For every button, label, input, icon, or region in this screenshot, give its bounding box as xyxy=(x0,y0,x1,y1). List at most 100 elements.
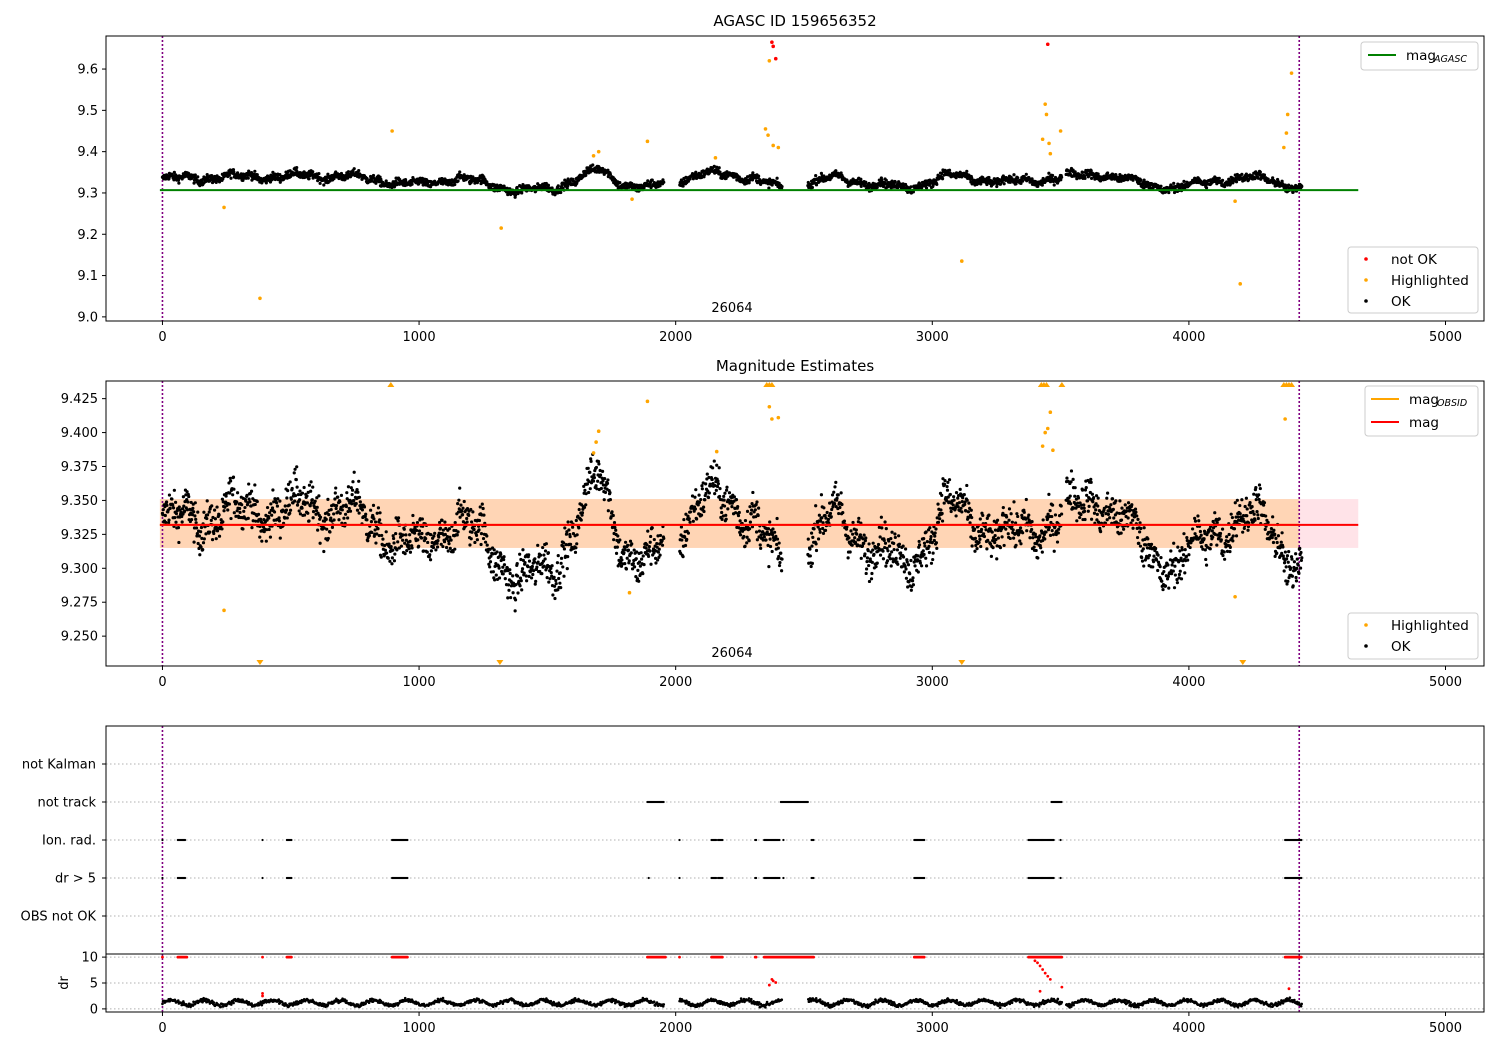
ok-point xyxy=(551,593,555,597)
ok-point xyxy=(442,540,447,544)
ok-point xyxy=(577,526,581,530)
ok-point xyxy=(566,520,570,524)
ok-point xyxy=(529,576,534,580)
ok-point xyxy=(839,491,843,495)
ok-point xyxy=(1050,529,1054,533)
ok-point xyxy=(516,591,520,595)
ok-point xyxy=(1124,509,1129,513)
ok-point xyxy=(559,586,563,590)
ok-point xyxy=(533,582,537,586)
ok-point xyxy=(465,516,469,521)
ok-point xyxy=(859,184,863,189)
ok-point xyxy=(714,488,718,492)
ok-point xyxy=(694,170,698,174)
ok-point xyxy=(1082,503,1086,507)
ok-point xyxy=(354,502,358,506)
ok-point xyxy=(853,536,857,540)
ok-point xyxy=(851,532,855,536)
ok-point xyxy=(648,540,652,544)
ok-point xyxy=(332,518,336,522)
ok-point xyxy=(198,553,202,557)
ok-point xyxy=(1080,488,1085,492)
highlighted-point xyxy=(771,143,775,148)
ok-point xyxy=(453,547,457,551)
ok-point xyxy=(375,511,379,515)
ok-point xyxy=(324,517,328,521)
legend-mag-agasc-subscript: AGASC xyxy=(1433,54,1467,65)
ok-point xyxy=(936,520,941,524)
ok-point xyxy=(365,518,369,522)
ok-point xyxy=(432,534,436,538)
ok-point xyxy=(586,466,590,470)
ok-point xyxy=(340,508,344,512)
ok-point xyxy=(694,488,698,492)
ok-point xyxy=(396,519,400,523)
ok-point xyxy=(559,561,563,565)
ok-point xyxy=(1089,480,1093,484)
ok-point xyxy=(1087,504,1091,508)
ok-point xyxy=(207,510,211,514)
ok-point xyxy=(816,537,821,541)
ok-point xyxy=(568,542,573,546)
ok-point xyxy=(715,165,719,169)
ok-point xyxy=(408,550,413,554)
ok-point xyxy=(592,473,596,477)
ok-point xyxy=(364,512,368,516)
ok-point xyxy=(1234,180,1239,184)
ok-point xyxy=(1047,492,1051,496)
ok-point xyxy=(925,540,929,544)
ok-point xyxy=(810,185,814,190)
ok-point xyxy=(305,494,309,498)
ok-point xyxy=(820,516,824,520)
ok-point xyxy=(909,588,913,592)
panel2-plot-area xyxy=(159,381,1359,666)
ok-point xyxy=(401,533,405,537)
ok-point xyxy=(862,533,866,537)
ok-point xyxy=(681,555,685,559)
ok-point xyxy=(603,476,607,481)
ok-point xyxy=(809,564,813,569)
ok-point xyxy=(889,536,893,541)
ok-point xyxy=(658,553,662,557)
legend-ok-marker xyxy=(1364,299,1368,303)
magnitude-estimates-panel: Magnitude Estimates 9.2509.2759.3009.325… xyxy=(61,357,1485,690)
highlighted-point xyxy=(959,259,964,263)
ok-point xyxy=(995,518,1000,522)
ok-point xyxy=(920,564,924,568)
ok-point xyxy=(1089,176,1094,180)
ok-point xyxy=(748,505,752,509)
ok-point xyxy=(809,531,814,535)
ok-point xyxy=(780,185,784,189)
ok-point xyxy=(1047,525,1051,529)
ok-point xyxy=(220,527,224,531)
ok-point xyxy=(431,545,436,550)
ok-point xyxy=(917,543,922,547)
ok-point xyxy=(893,532,897,536)
ok-point xyxy=(283,504,287,508)
ok-point xyxy=(812,527,816,531)
ok-point xyxy=(468,543,472,547)
highlighted-point xyxy=(1047,141,1051,146)
ok-point xyxy=(745,509,750,513)
ok-point xyxy=(165,503,169,507)
ok-point xyxy=(391,534,395,538)
ok-point xyxy=(457,498,461,502)
ok-point xyxy=(1119,518,1124,522)
ok-point xyxy=(194,517,198,521)
ok-point xyxy=(588,470,592,474)
ok-point xyxy=(1007,518,1011,522)
ok-point xyxy=(773,530,777,534)
ok-point xyxy=(614,528,618,532)
ok-point xyxy=(1104,505,1108,509)
ok-point xyxy=(606,509,610,513)
ok-point xyxy=(1005,515,1009,519)
ok-point xyxy=(747,181,751,185)
ok-point xyxy=(658,533,663,538)
ok-point xyxy=(503,576,507,581)
ok-point xyxy=(646,179,650,183)
ok-point xyxy=(520,191,524,195)
ok-point xyxy=(305,501,309,505)
ok-point xyxy=(702,509,706,514)
ok-point xyxy=(580,511,585,515)
ok-point xyxy=(929,535,933,539)
